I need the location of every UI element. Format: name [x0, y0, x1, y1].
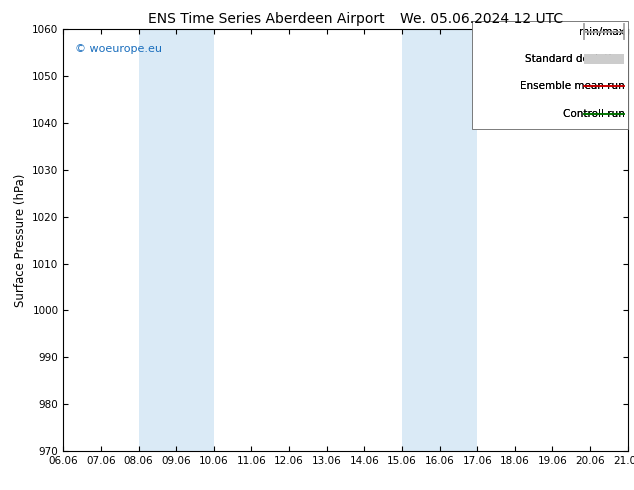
Text: min/max: min/max: [579, 26, 625, 37]
Text: Standard deviation: Standard deviation: [526, 54, 625, 64]
Text: Controll run: Controll run: [563, 109, 625, 119]
Text: Ensemble mean run: Ensemble mean run: [520, 81, 625, 91]
FancyBboxPatch shape: [472, 21, 628, 129]
Text: © woeurope.eu: © woeurope.eu: [75, 44, 162, 54]
Text: Ensemble mean run: Ensemble mean run: [520, 81, 625, 91]
Text: Standard deviation: Standard deviation: [526, 54, 625, 64]
Y-axis label: Surface Pressure (hPa): Surface Pressure (hPa): [14, 173, 27, 307]
Text: min/max: min/max: [579, 26, 625, 37]
Text: ENS Time Series Aberdeen Airport: ENS Time Series Aberdeen Airport: [148, 12, 385, 26]
Text: We. 05.06.2024 12 UTC: We. 05.06.2024 12 UTC: [400, 12, 564, 26]
Bar: [139, 29, 214, 451]
Bar: [402, 29, 477, 451]
Text: Controll run: Controll run: [563, 109, 625, 119]
